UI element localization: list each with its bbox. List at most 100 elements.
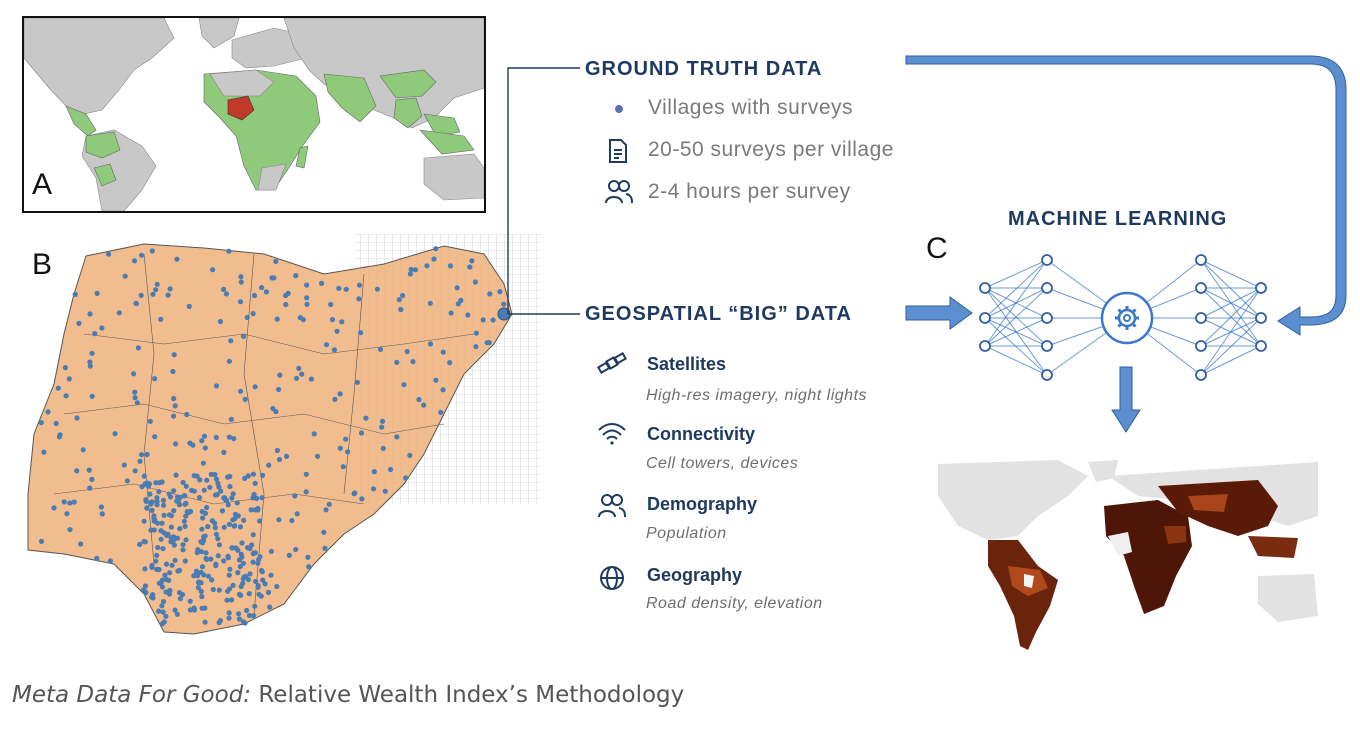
survey-dot	[92, 331, 98, 337]
survey-dot	[154, 502, 160, 508]
survey-dot	[208, 471, 214, 477]
survey-dot	[239, 554, 245, 560]
survey-dot	[133, 301, 140, 307]
neural-network	[979, 254, 1267, 381]
survey-dot	[236, 611, 242, 617]
caption-emphasis: Meta Data For Good:	[12, 682, 252, 708]
survey-dot	[195, 585, 201, 591]
survey-dot	[80, 447, 86, 453]
survey-dot	[226, 610, 232, 616]
survey-dot	[371, 469, 377, 475]
survey-dot	[416, 396, 422, 403]
survey-dot	[283, 453, 290, 459]
survey-dot	[484, 340, 490, 346]
survey-dot	[257, 518, 263, 524]
survey-dot	[231, 436, 237, 442]
survey-dot	[209, 518, 215, 524]
survey-dot	[147, 491, 153, 497]
survey-dot	[200, 460, 206, 466]
survey-dot	[487, 291, 493, 297]
survey-dot	[229, 495, 235, 501]
survey-dot	[326, 501, 332, 507]
survey-dot	[219, 508, 225, 514]
survey-dot	[165, 531, 171, 537]
survey-dot	[180, 479, 186, 486]
survey-dot	[142, 588, 148, 595]
survey-dot	[303, 471, 309, 477]
survey-dot	[183, 537, 189, 543]
panel-label-a: A	[32, 168, 53, 201]
survey-dot	[321, 529, 327, 535]
survey-dot	[213, 476, 220, 482]
survey-dot	[148, 501, 154, 507]
network-edge	[984, 345, 1048, 376]
survey-dot	[363, 415, 369, 421]
survey-dot	[62, 365, 68, 371]
survey-dot	[250, 311, 256, 317]
survey-dot	[161, 530, 167, 536]
survey-dot	[200, 515, 206, 521]
survey-dot	[305, 554, 311, 560]
survey-dot	[242, 396, 248, 402]
survey-dot	[202, 619, 208, 625]
survey-dot	[377, 346, 384, 352]
survey-dot	[358, 330, 364, 336]
survey-dot	[260, 472, 266, 478]
survey-dot	[160, 609, 166, 615]
survey-dot	[196, 494, 203, 501]
survey-dot	[74, 468, 80, 474]
survey-dot	[345, 449, 351, 455]
survey-dot	[149, 248, 155, 254]
survey-dot	[194, 568, 200, 574]
survey-dot	[255, 505, 261, 512]
survey-dot	[396, 297, 402, 303]
network-node	[1195, 254, 1207, 266]
survey-dot	[204, 504, 210, 511]
survey-dot	[236, 616, 242, 622]
survey-dot	[181, 518, 187, 524]
survey-dot	[147, 418, 153, 424]
survey-dot	[158, 316, 164, 322]
survey-dot	[221, 286, 227, 292]
survey-dot	[173, 441, 179, 447]
survey-dot	[74, 415, 80, 421]
wealth-map	[938, 460, 1318, 650]
survey-dot	[209, 577, 215, 583]
survey-dot	[250, 532, 256, 538]
survey-dot	[257, 554, 263, 560]
demography-subtitle: Population	[646, 525, 727, 542]
survey-dot	[427, 300, 433, 306]
survey-dot	[72, 291, 78, 297]
survey-dot	[213, 563, 219, 569]
survey-dot	[146, 481, 153, 487]
survey-dot	[174, 535, 181, 541]
survey-dot	[180, 542, 186, 548]
survey-dot	[191, 607, 198, 613]
survey-dot	[205, 524, 211, 530]
survey-dot	[246, 612, 253, 619]
survey-dot	[138, 452, 145, 458]
survey-dot	[227, 483, 233, 490]
survey-dot	[154, 552, 160, 558]
survey-dot	[328, 301, 334, 308]
survey-dot	[343, 286, 349, 292]
globe-icon	[600, 566, 624, 590]
geography-subtitle: Road density, elevation	[646, 595, 823, 612]
survey-dot	[497, 289, 503, 295]
survey-dot	[55, 385, 61, 391]
survey-dot	[245, 545, 251, 551]
survey-dot	[472, 279, 478, 285]
survey-dot	[247, 571, 253, 577]
survey-dot	[332, 396, 338, 402]
survey-dot	[448, 310, 454, 316]
survey-dot	[252, 384, 258, 390]
survey-dot	[202, 445, 208, 451]
survey-dot	[76, 320, 82, 326]
survey-dot	[99, 325, 105, 331]
ground-truth-item-villages: Villages with surveys	[648, 96, 854, 119]
survey-dot	[379, 424, 385, 430]
survey-dot	[153, 558, 159, 564]
survey-dot	[394, 434, 400, 440]
survey-dot	[265, 589, 272, 595]
survey-dot	[458, 297, 464, 303]
